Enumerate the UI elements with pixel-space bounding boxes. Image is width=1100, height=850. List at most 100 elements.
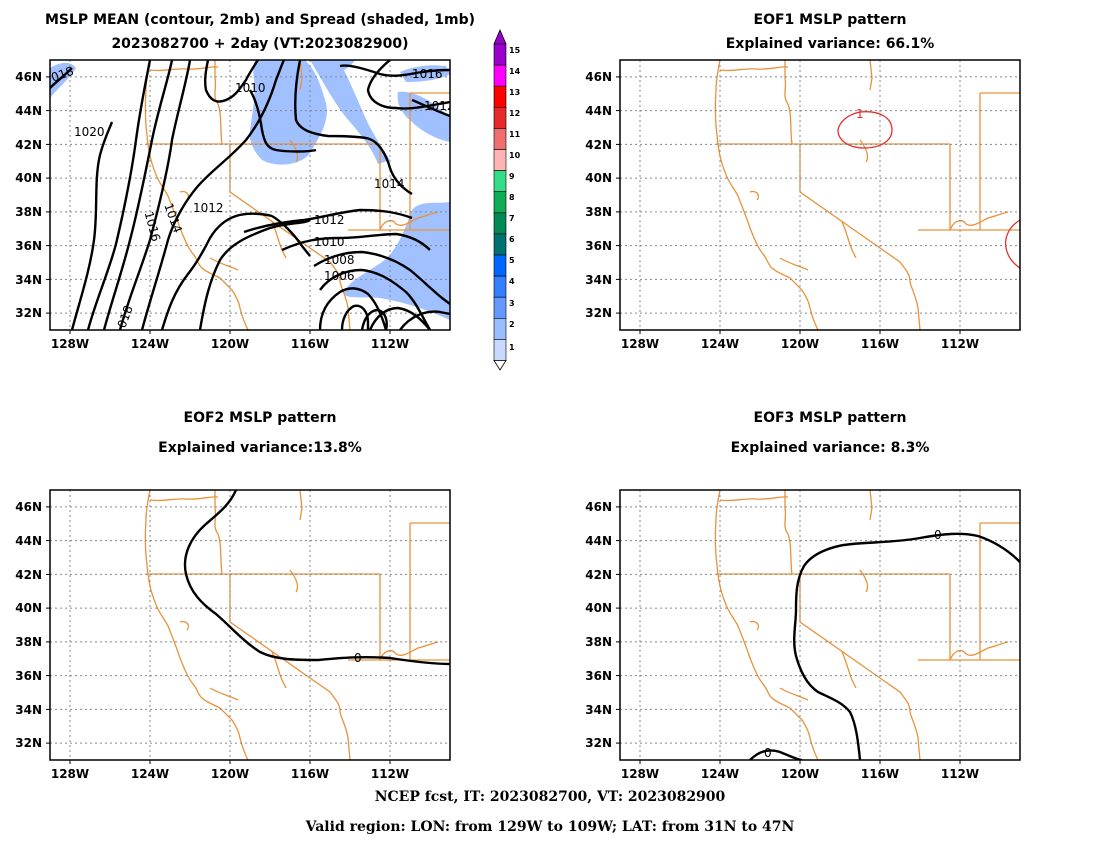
lon-label: 120W <box>211 337 249 351</box>
colorbar-label: 11 <box>509 130 521 139</box>
eof3-lat-labels: 46N 44N 42N 40N 38N 36N 34N 32N <box>585 500 612 750</box>
eof1-map-panel: 1 46N 44N 42N 40N 38N 36N 34N 32N 128W 1… <box>585 59 1021 351</box>
colorbar-swatch <box>493 191 507 214</box>
lat-label: 40N <box>585 171 612 185</box>
lat-label: 42N <box>15 138 42 152</box>
lat-label: 44N <box>15 534 42 548</box>
eof3-lon-labels: 128W 124W 120W 116W 112W <box>621 767 979 781</box>
eof1-map-frame <box>619 59 1021 331</box>
colorbar-label: 14 <box>509 67 521 76</box>
colorbar-label: 13 <box>509 88 520 97</box>
lat-label: 32N <box>15 736 42 750</box>
colorbar-label: 1 <box>509 343 515 352</box>
lat-label: 38N <box>585 635 612 649</box>
lat-label: 42N <box>585 568 612 582</box>
lat-label: 44N <box>585 104 612 118</box>
lon-label: 112W <box>941 337 979 351</box>
mean-panel-title: MSLP MEAN (contour, 2mb) and Spread (sha… <box>0 8 520 56</box>
lon-label: 128W <box>51 337 89 351</box>
contour-label: 1006 <box>324 269 355 283</box>
colorbar-swatch <box>493 64 507 87</box>
lon-label: 112W <box>941 767 979 781</box>
eof2-lat-labels: 46N 44N 42N 40N 38N 36N 34N 32N <box>15 500 42 750</box>
lat-label: 42N <box>15 568 42 582</box>
colorbar-swatch <box>493 43 507 66</box>
footer-line-2: Valid region: LON: from 129W to 109W; LA… <box>305 819 795 835</box>
eof3-panel-title: EOF3 MSLP pattern Explained variance: 8.… <box>620 403 1040 463</box>
lon-label: 128W <box>51 767 89 781</box>
colorbar-swatch <box>493 339 507 361</box>
eof2-map-content: 0 <box>50 490 450 760</box>
eof1-lat-labels: 46N 44N 42N 40N 38N 36N 34N 32N <box>585 70 612 320</box>
eof1-lon-labels: 128W 124W 120W 116W 112W <box>621 337 979 351</box>
colorbar-label: 2 <box>509 320 515 329</box>
mean-contours <box>50 60 450 330</box>
eof3-map-content: 0 0 <box>620 490 1020 760</box>
eof2-map-panel: 0 46N 44N 42N 40N 38N 36N 34N 32N 128W 1… <box>15 489 451 781</box>
mean-map-panel: 018 1010 1016 1020 1012 1014 1014 1016 1… <box>15 59 451 351</box>
colorbar-swatch <box>493 212 507 235</box>
mean-contour-labels: 018 1010 1016 1020 1012 1014 1014 1016 1… <box>50 64 450 330</box>
contour-label: 1012 <box>314 213 345 227</box>
eof3-contours <box>749 532 1020 760</box>
contour-label: 1016 <box>142 210 163 243</box>
colorbar-label: 3 <box>509 299 515 308</box>
colorbar-swatch <box>493 107 507 129</box>
eof2-lon-labels: 128W 124W 120W 116W 112W <box>51 767 409 781</box>
colorbar-swatch <box>493 170 507 193</box>
mean-map-content: 018 1010 1016 1020 1012 1014 1014 1016 1… <box>50 60 450 330</box>
colorbar-labels: 15 14 13 12 11 10 9 8 7 6 5 4 3 2 1 <box>509 46 521 352</box>
colorbar-swatch <box>493 254 507 277</box>
eof2-title-line1: EOF2 MSLP pattern <box>183 410 337 426</box>
lat-label: 36N <box>585 669 612 683</box>
contour-label: 018 <box>115 304 136 330</box>
eof1-title-line1: EOF1 MSLP pattern <box>753 12 907 28</box>
contour-label: 1 <box>856 107 864 121</box>
colorbar-label: 5 <box>509 256 515 265</box>
mean-lat-labels: 46N 44N 42N 40N 38N 36N 34N 32N <box>15 70 42 320</box>
colorbar-bottom-arrow <box>493 360 507 371</box>
eof1-contours <box>837 111 1020 269</box>
lat-label: 40N <box>15 601 42 615</box>
eof3-title-line1: EOF3 MSLP pattern <box>753 410 907 426</box>
eof3-map-frame <box>619 489 1021 761</box>
contour-label: 0 <box>354 651 362 665</box>
lat-label: 34N <box>15 703 42 717</box>
lat-label: 38N <box>15 635 42 649</box>
colorbar-label: 6 <box>509 235 515 244</box>
colorbar-label: 15 <box>509 46 521 55</box>
contour-label: 1014 <box>161 201 185 234</box>
contour-label: 0 <box>934 528 942 542</box>
colorbar-label: 12 <box>509 109 520 118</box>
colorbar-swatch <box>493 85 507 108</box>
colorbar-swatch <box>493 233 507 256</box>
lat-label: 36N <box>15 239 42 253</box>
lon-label: 116W <box>291 337 329 351</box>
lon-label: 124W <box>131 337 169 351</box>
lat-label: 44N <box>585 534 612 548</box>
lat-label: 32N <box>585 736 612 750</box>
lon-label: 112W <box>371 767 409 781</box>
eof1-title-line2: Explained variance: 66.1% <box>725 36 935 52</box>
eof2-map-frame <box>49 489 451 761</box>
footer-line-1: NCEP fcst, IT: 2023082700, VT: 202308290… <box>374 789 726 805</box>
eof2-title-line2: Explained variance:13.8% <box>158 440 362 456</box>
mean-title-line1: MSLP MEAN (contour, 2mb) and Spread (sha… <box>45 12 475 28</box>
colorbar-swatch <box>493 149 507 171</box>
contour-label: 1008 <box>324 253 355 267</box>
lat-label: 32N <box>585 306 612 320</box>
lon-label: 120W <box>781 337 819 351</box>
lat-label: 34N <box>15 273 42 287</box>
lat-label: 34N <box>585 273 612 287</box>
colorbar-top-arrow <box>493 28 507 45</box>
contour-label: 0 <box>764 746 772 760</box>
lon-label: 116W <box>861 767 899 781</box>
lon-label: 116W <box>291 767 329 781</box>
lon-label: 128W <box>621 337 659 351</box>
spread-colorbar: 15 14 13 12 11 10 9 8 7 6 5 4 3 2 1 <box>493 28 521 371</box>
colorbar-swatch <box>493 128 507 150</box>
lat-label: 46N <box>585 70 612 84</box>
contour-label: 1014 <box>374 177 405 191</box>
lat-label: 46N <box>15 70 42 84</box>
